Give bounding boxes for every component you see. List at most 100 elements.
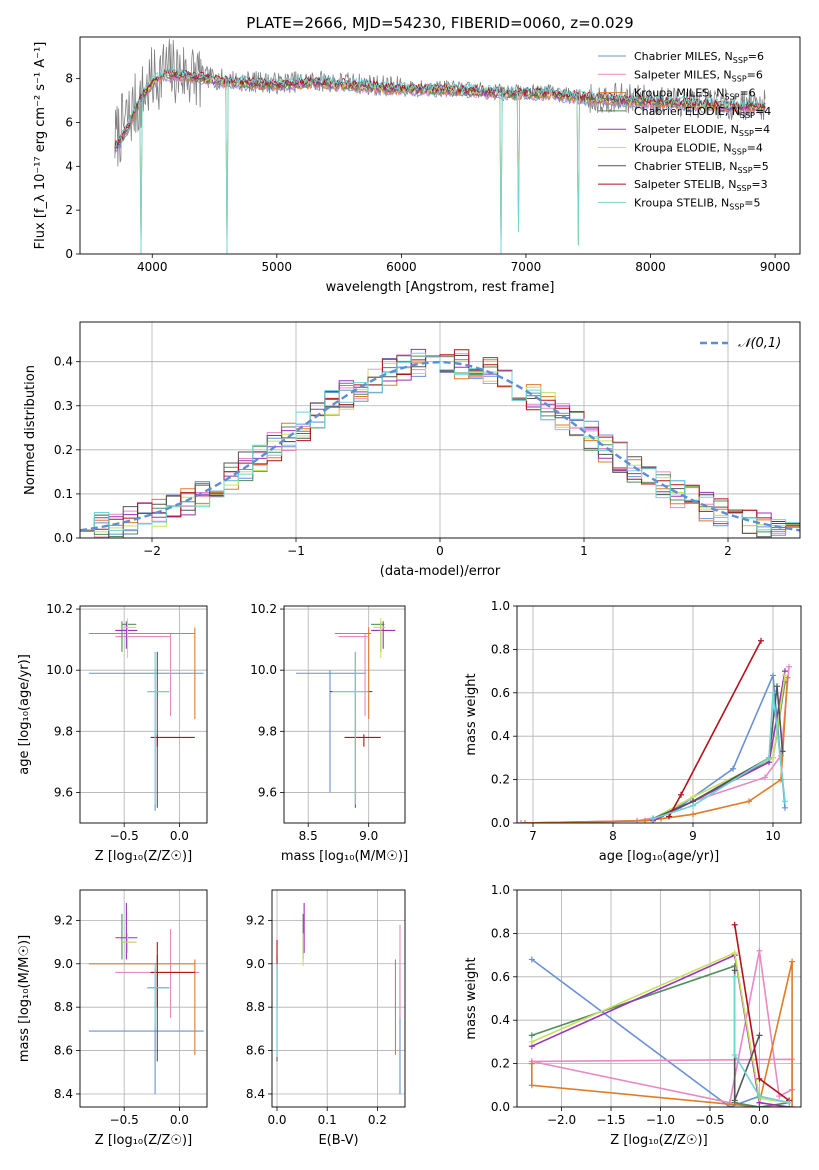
legend-nssp-symbol: , N [714, 196, 729, 209]
weight-point-marker [650, 815, 656, 822]
legend-nssp-symbol: , N [722, 160, 737, 173]
legend-nssp-equals: = [751, 178, 760, 191]
legend-nssp-symbol: , N [721, 178, 736, 191]
legend-nssp-subscript: SSP [724, 93, 739, 102]
plot-area [114, 38, 766, 254]
weight-point-marker [756, 1075, 763, 1082]
weight-point-marker [786, 663, 792, 670]
legend-nssp-value: 6 [757, 50, 764, 63]
y-tick-label: 1.0 [491, 599, 510, 613]
plot-area [517, 606, 801, 823]
legend-model-name: Salpeter ELODIE [634, 123, 724, 136]
legend-entry: Salpeter ELODIE, NSSP=4 [634, 123, 770, 138]
legend-nssp-symbol: , N [724, 123, 739, 136]
weight-point-marker [756, 947, 763, 954]
plot-area [80, 890, 207, 1107]
y-tick-label: 9.8 [54, 724, 73, 738]
y-tick-label: 0.3 [54, 399, 73, 413]
legend-model-name: Chabrier ELODIE [634, 105, 725, 118]
y-tick-label: 8.4 [54, 1087, 73, 1101]
weight-point-marker [528, 1060, 535, 1067]
x-tick-label: 9 [689, 829, 697, 843]
x-axis-label: Z [log₁₀(Z/Z☉)] [95, 1133, 192, 1148]
y-axis-label: mass [log₁₀(M/M☉)] [17, 935, 32, 1062]
legend-nssp-symbol: , N [716, 68, 731, 81]
x-tick-label: −1.0 [646, 1113, 675, 1127]
plot-area [272, 890, 405, 1107]
x-tick-label: 0 [436, 544, 444, 558]
y-tick-label: 0.4 [491, 1013, 510, 1027]
x-axis-label: (data-model)/error [380, 564, 501, 579]
x-tick-label: 0.0 [267, 1113, 286, 1127]
legend-nssp-value: 3 [761, 178, 768, 191]
y-tick-label: 10.2 [46, 602, 73, 616]
chart-age_vs_mass: 8.5 9.0 9.6 9.8 10.0 10.2 mass [log₁₀(M/M☉)] [250, 602, 408, 864]
legend-nssp-subscript: SSP [738, 166, 753, 175]
x-tick-label: 7 [529, 829, 537, 843]
legend-nssp-equals: = [739, 87, 748, 100]
chart-residuals: −2 −1 0 1 2 0.0 0.1 0.2 0.3 0.4 (data-model)/error… [23, 321, 801, 579]
x-tick-label: 5000 [262, 260, 293, 274]
y-tick-label: 9.0 [54, 957, 73, 971]
plot-area [80, 322, 800, 538]
weight-point-marker [522, 820, 528, 823]
legend-nssp-symbol: , N [725, 105, 740, 118]
chart-mass_vs_Z: −0.5 0.0 8.4 8.6 8.8 9.0 9.2 Z [log₁₀(Z/Z☉)] mas… [17, 889, 208, 1148]
y-tick-label: 0.8 [491, 642, 510, 656]
legend-model-name: Salpeter MILES [634, 68, 716, 81]
legend-entry: Chabrier STELIB, NSSP=5 [634, 160, 769, 175]
legend-nssp-value: 4 [764, 105, 771, 118]
weight-point-marker [690, 811, 696, 818]
weight-point-marker [782, 798, 788, 805]
legend-nssp-value: 4 [756, 142, 763, 155]
y-tick-label: 9.2 [246, 913, 265, 927]
legend-nssp-subscript: SSP [733, 56, 748, 65]
axes-frame [79, 36, 801, 255]
weight-point-marker [678, 791, 684, 798]
weight-series-line [531, 951, 790, 1104]
y-tick-label: 9.6 [258, 785, 277, 799]
x-axis-label: wavelength [Angstrom, rest frame] [326, 280, 555, 295]
x-tick-label: 0.0 [170, 1113, 189, 1127]
y-tick-label: 0.8 [491, 926, 510, 940]
legend-nssp-value: 4 [763, 123, 770, 136]
legend-nssp-subscript: SSP [729, 202, 744, 211]
weight-point-marker [746, 798, 752, 805]
y-tick-label: 8.6 [246, 1044, 265, 1058]
legend-nssp-equals: = [754, 123, 763, 136]
legend-entry: Kroupa STELIB, NSSP=5 [634, 196, 760, 211]
legend-nssp-subscript: SSP [740, 111, 755, 120]
y-tick-label: 0.0 [491, 1100, 510, 1114]
y-tick-label: 0.2 [491, 1057, 510, 1071]
y-tick-label: 0.4 [54, 355, 73, 369]
y-tick-label: 9.0 [246, 957, 265, 971]
legend-model-name: Chabrier STELIB [634, 160, 722, 173]
legend-entry: Salpeter MILES, NSSP=6 [634, 68, 763, 83]
y-axis-label: Flux [f_λ 10⁻¹⁷ erg cm⁻² s⁻¹ A⁻¹] [33, 42, 48, 250]
legend-model-name: Kroupa ELODIE [634, 142, 716, 155]
legend-nssp-subscript: SSP [736, 184, 751, 193]
legend-nssp-equals: = [747, 142, 756, 155]
weight-point-marker [770, 689, 776, 696]
legend-model-name: Chabrier MILES [634, 50, 718, 63]
y-axis-label: Normed distribution [23, 365, 38, 495]
weight-point-marker [731, 921, 738, 928]
weight-point-marker [758, 637, 764, 644]
weight-point-marker [730, 765, 736, 772]
legend-nssp-symbol: , N [718, 50, 733, 63]
legend-nssp-subscript: SSP [732, 74, 747, 83]
y-tick-label: 10.2 [250, 602, 277, 616]
weight-point-marker [770, 672, 776, 679]
y-tick-label: 8.6 [54, 1044, 73, 1058]
chart-weight_vs_age: 7 8 9 10 0.0 0.2 0.4 0.6 0.8 1.0 age [log₁₀(age/yr… [464, 599, 802, 864]
plot-area [284, 606, 405, 823]
y-axis-label: mass weight [464, 957, 479, 1039]
legend-nssp-symbol: , N [716, 142, 731, 155]
x-tick-label: 2 [724, 544, 732, 558]
weight-point-marker [779, 748, 786, 755]
chart-weight_vs_Z: −2.0 −1.5 −1.0 −0.5 0.0 0.0 0.2 0.4 0.6 0.8 1.0 Z [… [464, 883, 802, 1148]
legend-nssp-subscript: SSP [739, 129, 754, 138]
weight-point-marker [518, 820, 524, 823]
legend-nssp-value: 5 [762, 160, 769, 173]
